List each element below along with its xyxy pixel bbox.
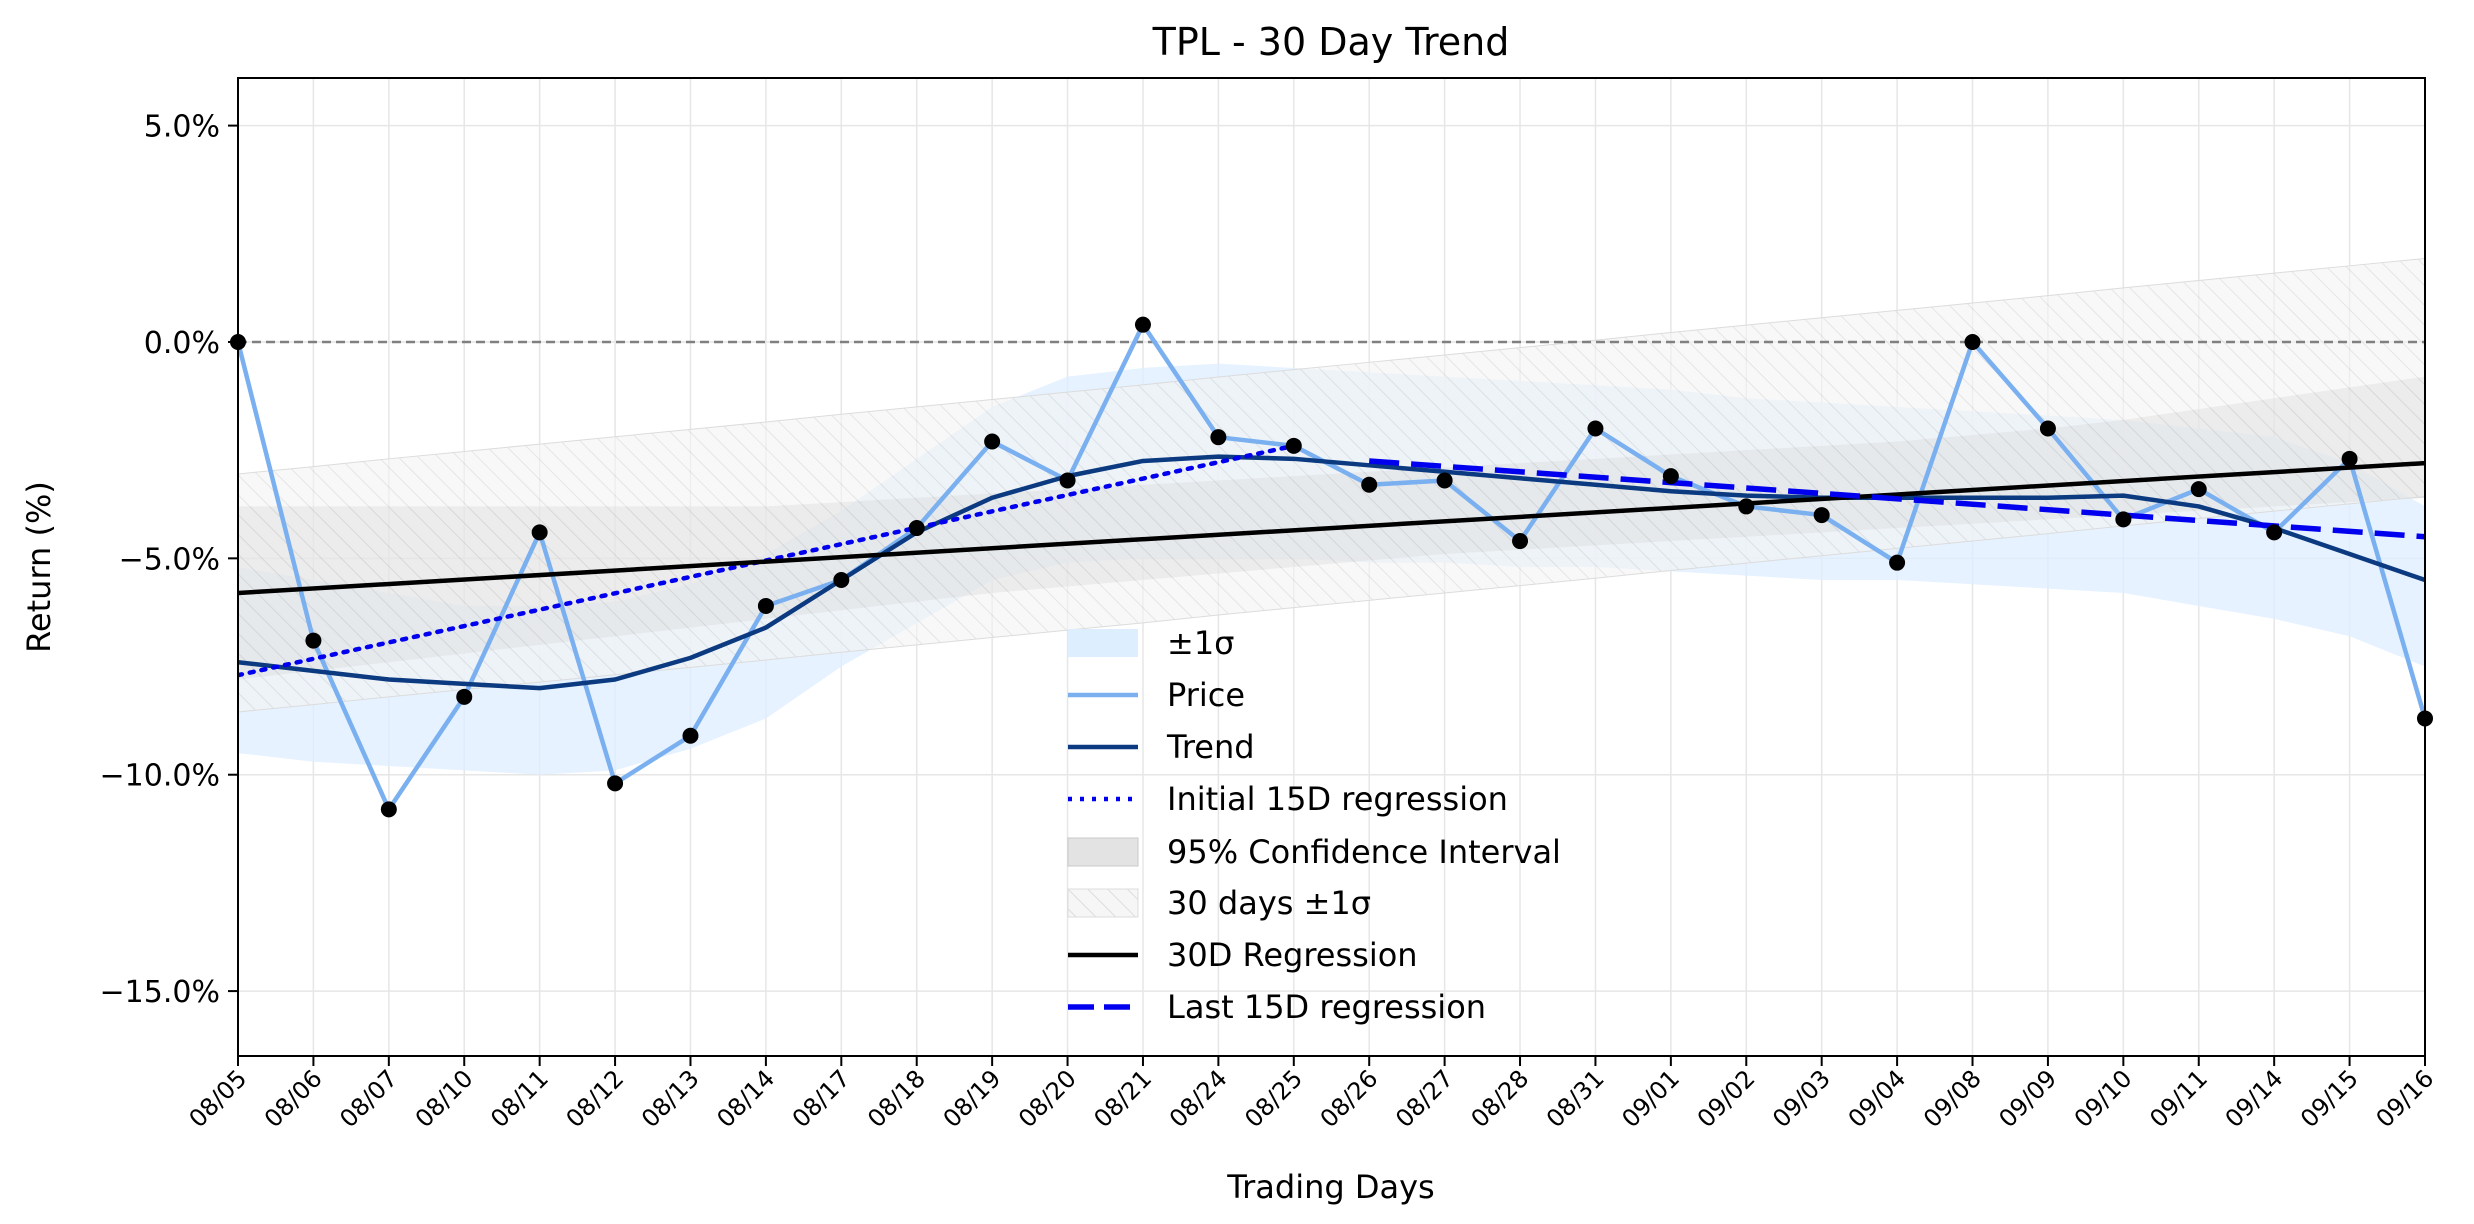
y-axis-label: Return (%) xyxy=(20,481,58,653)
price-point xyxy=(1134,316,1151,333)
markers xyxy=(230,316,2433,818)
legend: ±1σ Price Trend Initial 15D regression 95% C… xyxy=(1067,624,1561,1026)
price-point xyxy=(1436,472,1453,489)
price-point xyxy=(1813,507,1830,524)
price-point xyxy=(984,433,1001,450)
legend-label: 30 days ±1σ xyxy=(1167,884,1371,922)
regression-30d-line xyxy=(238,460,2425,596)
y-axis: 5.0% 0.0% −5.0% −10.0% −15.0% xyxy=(100,110,238,1010)
price-point xyxy=(1059,472,1076,489)
x-axis-label: Trading Days xyxy=(1226,1168,1434,1206)
price-point xyxy=(1587,420,1604,437)
price-point xyxy=(757,597,774,614)
price-point xyxy=(1285,437,1302,454)
chart-title: TPL - 30 Day Trend xyxy=(1152,20,1510,64)
y-tick-label: −15.0% xyxy=(100,975,220,1010)
price-point xyxy=(305,632,322,649)
price-point xyxy=(1662,468,1679,485)
price-point xyxy=(380,801,397,818)
price-point xyxy=(682,727,699,744)
price-point xyxy=(1889,554,1906,571)
legend-swatch xyxy=(1067,837,1139,867)
legend-swatch xyxy=(1068,629,1138,657)
price-line xyxy=(238,322,2425,812)
price-point xyxy=(531,524,548,541)
price-point xyxy=(456,688,473,705)
y-tick-label: 5.0% xyxy=(144,110,220,145)
price-point xyxy=(1738,498,1755,515)
price-point xyxy=(2341,450,2358,467)
legend-label: ±1σ xyxy=(1167,624,1234,662)
price-point xyxy=(1512,533,1529,550)
price-point xyxy=(607,775,624,792)
legend-label: Initial 15D regression xyxy=(1167,780,1508,818)
price-point xyxy=(833,571,850,588)
price-point xyxy=(2266,524,2283,541)
trend-line xyxy=(238,454,2425,691)
lines xyxy=(238,322,2425,812)
price-point xyxy=(2190,481,2207,498)
legend-label: 30D Regression xyxy=(1167,936,1418,974)
legend-label: Trend xyxy=(1166,728,1255,766)
plot-frame xyxy=(237,77,2426,1057)
legend-swatch xyxy=(1067,888,1139,918)
price-point xyxy=(1964,333,1981,350)
last-15d-regression-line xyxy=(1369,458,2425,540)
price-point xyxy=(2039,420,2056,437)
price-point xyxy=(2115,511,2132,528)
y-tick-label: −10.0% xyxy=(100,759,220,794)
legend-label: 95% Confidence Interval xyxy=(1167,833,1561,871)
price-point xyxy=(908,520,925,537)
y-tick-label: −5.0% xyxy=(119,542,220,577)
legend-label: Price xyxy=(1167,676,1245,714)
legend-label: Last 15D regression xyxy=(1167,988,1486,1026)
y-tick-label: 0.0% xyxy=(144,326,220,361)
price-point xyxy=(1210,429,1227,446)
price-point xyxy=(1361,476,1378,493)
